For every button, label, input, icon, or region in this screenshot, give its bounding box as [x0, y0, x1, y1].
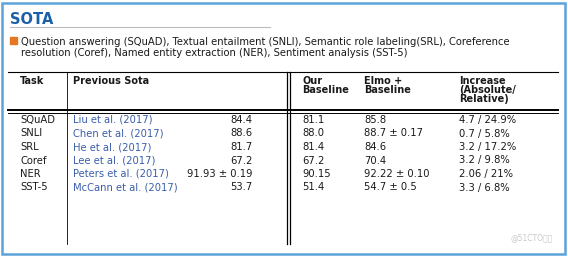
- Text: NER: NER: [20, 169, 41, 179]
- Text: 53.7: 53.7: [231, 183, 253, 193]
- Bar: [10, 37, 17, 44]
- Text: 3.2 / 17.2%: 3.2 / 17.2%: [459, 142, 516, 152]
- Text: 0.7 / 5.8%: 0.7 / 5.8%: [459, 129, 509, 138]
- Text: @51CTO博客: @51CTO博客: [511, 233, 553, 242]
- Text: 54.7 ± 0.5: 54.7 ± 0.5: [365, 183, 417, 193]
- Text: He et al. (2017): He et al. (2017): [73, 142, 151, 152]
- Text: Question answering (SQuAD), Textual entailment (SNLI), Semantic role labeling(SR: Question answering (SQuAD), Textual enta…: [21, 37, 509, 47]
- Text: 85.8: 85.8: [365, 115, 387, 125]
- Text: 88.0: 88.0: [302, 129, 324, 138]
- Text: 84.4: 84.4: [231, 115, 253, 125]
- Text: Our: Our: [302, 76, 323, 86]
- Text: (Absolute/: (Absolute/: [459, 85, 516, 95]
- Text: 91.93 ± 0.19: 91.93 ± 0.19: [187, 169, 253, 179]
- Text: Chen et al. (2017): Chen et al. (2017): [73, 129, 164, 138]
- Text: SRL: SRL: [20, 142, 39, 152]
- FancyBboxPatch shape: [2, 3, 565, 254]
- Text: 90.15: 90.15: [302, 169, 331, 179]
- Text: 88.6: 88.6: [231, 129, 253, 138]
- Text: Baseline: Baseline: [365, 85, 411, 95]
- Text: SST-5: SST-5: [20, 183, 48, 193]
- Text: 81.4: 81.4: [302, 142, 324, 152]
- Text: 4.7 / 24.9%: 4.7 / 24.9%: [459, 115, 516, 125]
- Text: 88.7 ± 0.17: 88.7 ± 0.17: [365, 129, 423, 138]
- Text: Elmo +: Elmo +: [365, 76, 403, 86]
- Text: Increase: Increase: [459, 76, 506, 86]
- Text: Coref: Coref: [20, 155, 47, 165]
- Text: SOTA: SOTA: [10, 12, 53, 27]
- Text: 3.3 / 6.8%: 3.3 / 6.8%: [459, 183, 509, 193]
- Text: Liu et al. (2017): Liu et al. (2017): [73, 115, 152, 125]
- Text: 67.2: 67.2: [231, 155, 253, 165]
- Text: 2.06 / 21%: 2.06 / 21%: [459, 169, 513, 179]
- Text: Relative): Relative): [459, 94, 509, 104]
- Text: 84.6: 84.6: [365, 142, 387, 152]
- Text: 70.4: 70.4: [365, 155, 387, 165]
- Text: Previous Sota: Previous Sota: [73, 76, 149, 86]
- Text: 67.2: 67.2: [302, 155, 325, 165]
- Text: Peters et al. (2017): Peters et al. (2017): [73, 169, 169, 179]
- Text: resolution (Coref), Named entity extraction (NER), Sentiment analysis (SST-5): resolution (Coref), Named entity extract…: [21, 48, 407, 58]
- Text: 51.4: 51.4: [302, 183, 324, 193]
- Text: Lee et al. (2017): Lee et al. (2017): [73, 155, 155, 165]
- Text: SQuAD: SQuAD: [20, 115, 55, 125]
- Text: Baseline: Baseline: [302, 85, 349, 95]
- Text: McCann et al. (2017): McCann et al. (2017): [73, 183, 178, 193]
- Text: Task: Task: [20, 76, 44, 86]
- Text: 81.1: 81.1: [302, 115, 324, 125]
- Text: 92.22 ± 0.10: 92.22 ± 0.10: [365, 169, 430, 179]
- Text: 81.7: 81.7: [231, 142, 253, 152]
- Text: SNLI: SNLI: [20, 129, 42, 138]
- Text: 3.2 / 9.8%: 3.2 / 9.8%: [459, 155, 509, 165]
